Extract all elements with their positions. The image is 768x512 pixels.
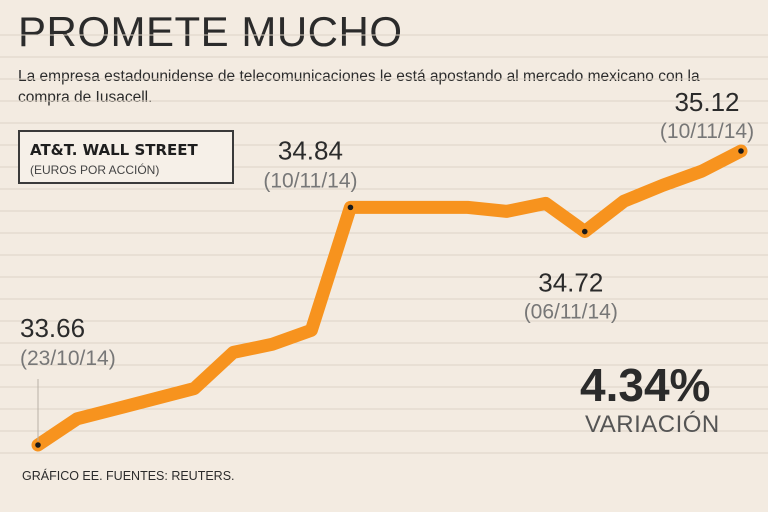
variation-label: VARIACIÓN	[585, 411, 720, 438]
legend-box: AT&T. WALL STREET (EUROS POR ACCIÓN)	[18, 130, 234, 184]
annotation-date: (06/11/14)	[524, 301, 618, 324]
series-line	[31, 144, 748, 452]
data-point-marker	[347, 204, 354, 211]
data-point-marker	[581, 228, 588, 235]
annotation-date: (23/10/14)	[20, 347, 116, 370]
chart-title: PROMETE MUCHO	[18, 8, 403, 55]
legend-unit: (EUROS POR ACCIÓN)	[30, 163, 160, 177]
annotation-date: (10/11/14)	[263, 169, 357, 192]
annotation-value: 33.66	[20, 313, 85, 343]
data-points	[35, 148, 744, 448]
variation-value: 4.34%	[580, 359, 711, 411]
annotation-value: 34.84	[278, 135, 343, 165]
chart-subtitle: La empresa estadounidense de telecomunic…	[18, 68, 700, 106]
annotation-value: 34.72	[538, 268, 603, 298]
annotation-value: 35.12	[674, 87, 739, 117]
data-point-marker	[738, 148, 744, 154]
annotation-date: (10/11/14)	[660, 120, 754, 143]
source-note: GRÁFICO EE. FUENTES: REUTERS.	[22, 469, 235, 483]
data-point-marker	[35, 442, 41, 448]
annotations: 33.66 (23/10/14) 34.84 (10/11/14) 34.72 (06/1…	[20, 87, 754, 370]
legend-series-name: AT&T. WALL STREET	[30, 141, 198, 159]
